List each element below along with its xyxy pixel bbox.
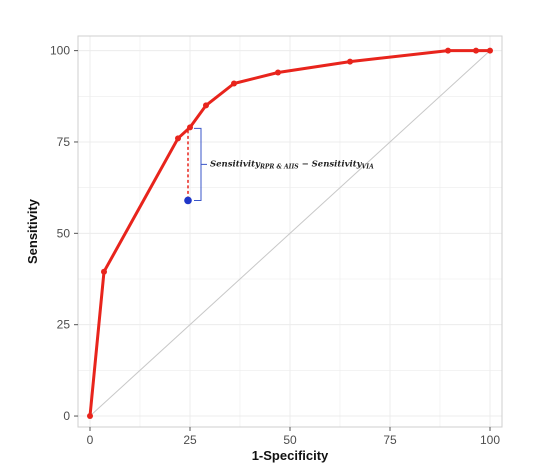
roc-point <box>187 124 193 131</box>
annotation-term-2: Sensitivity <box>312 159 363 169</box>
annotation-term-2-subscript: VIA <box>362 163 374 170</box>
roc-point <box>203 102 209 109</box>
y-tick-label: 0 <box>63 409 70 423</box>
roc-point <box>87 413 93 420</box>
sensitivity-difference-annotation: SensitivityRPR & AIIS − SensitivityVIA <box>210 159 374 170</box>
y-tick-label: 100 <box>50 44 70 58</box>
annotation-term-1: Sensitivity <box>210 159 261 169</box>
y-tick-label: 75 <box>57 135 71 149</box>
roc-point <box>445 47 451 54</box>
annotation-term-1-subscript: RPR & AIIS <box>259 163 299 170</box>
y-axis-ticks: 0 25 50 75 100 <box>50 44 78 423</box>
y-tick-label: 50 <box>57 226 71 240</box>
via-sensitivity-point <box>184 196 192 205</box>
x-axis-title: 1-Specificity <box>252 448 329 463</box>
roc-point <box>487 47 493 54</box>
x-tick-label: 100 <box>480 433 500 447</box>
annotation-minus: − <box>299 159 312 169</box>
reference-diagonal-line <box>89 50 491 417</box>
roc-point <box>473 47 479 54</box>
roc-point <box>175 135 181 142</box>
y-axis-title: Sensitivity <box>25 198 40 264</box>
roc-point <box>275 69 281 76</box>
x-tick-label: 50 <box>283 433 297 447</box>
y-tick-label: 25 <box>57 318 71 332</box>
x-tick-label: 0 <box>87 433 94 447</box>
annotation-bracket <box>194 127 207 201</box>
roc-point <box>101 268 107 275</box>
x-tick-label: 75 <box>383 433 397 447</box>
gridlines <box>78 36 502 427</box>
roc-point <box>231 80 237 87</box>
roc-point <box>347 58 353 65</box>
roc-curve-points <box>87 47 493 420</box>
x-axis-ticks: 0 25 50 75 100 <box>87 427 500 447</box>
x-tick-label: 25 <box>183 433 197 447</box>
